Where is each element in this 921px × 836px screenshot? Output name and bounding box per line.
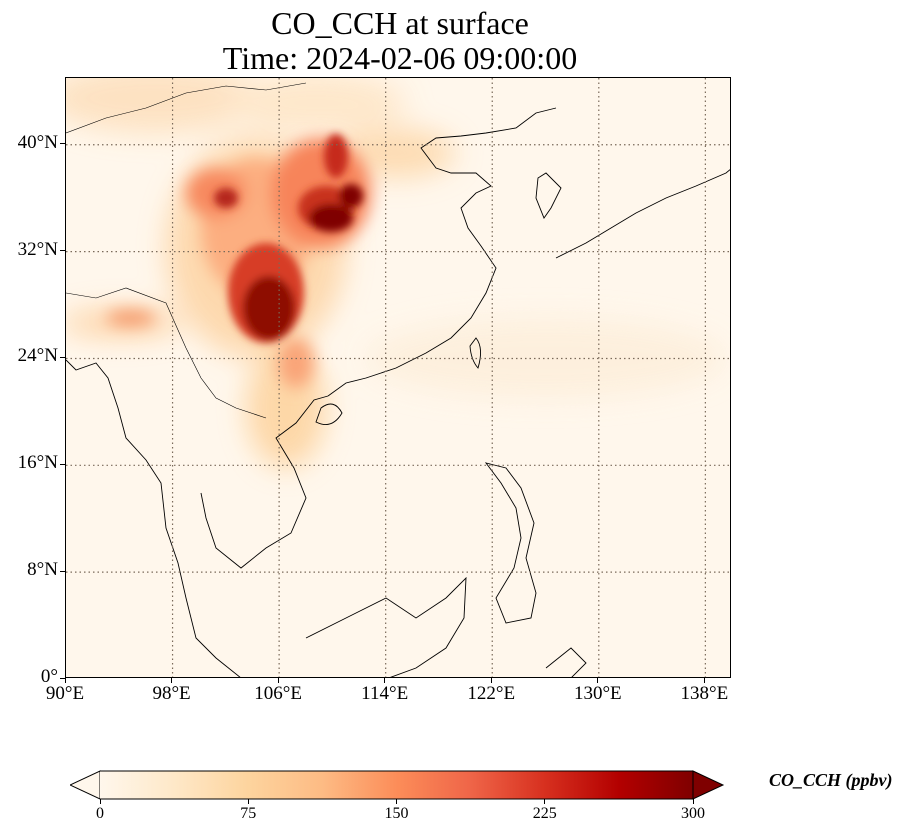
chart-title: CO_CCH at surface [271, 5, 529, 41]
tick-label-lon-106: 106°E [254, 683, 302, 704]
chart-subtitle-time: Time: 2024-02-06 09:00:00 [222, 40, 578, 76]
tick-label-lat-16: 16°N [17, 452, 58, 474]
colorbar-tick-label-225: 225 [532, 805, 557, 822]
colorbar [70, 770, 725, 800]
tick-mark-lat-0 [60, 677, 65, 679]
tick-mark-lat-32 [60, 250, 65, 252]
tick-mark-lon-106 [277, 678, 279, 683]
colorbar-gradient [100, 771, 693, 799]
coast-indochina [200, 395, 329, 569]
colorbar-title: CO_CCH (ppbv) [769, 770, 893, 790]
tick-mark-lon-98 [171, 678, 173, 683]
tick-label-lon-130: 130°E [573, 683, 622, 704]
coastlines [66, 82, 730, 677]
tick-label-lat-32: 32°N [17, 238, 58, 260]
gridlines [66, 78, 730, 677]
hotspot-shanxi-north [324, 134, 348, 178]
coast-myanmar-malaysia [66, 359, 241, 677]
coast-taiwan [469, 337, 481, 369]
colorbar-tick-label-150: 150 [384, 805, 409, 822]
colorbar-tick-mark-0 [99, 799, 101, 804]
tick-label-lon-114: 114°E [361, 683, 409, 704]
tick-label-lat-24: 24°N [17, 345, 58, 367]
tick-mark-lat-24 [60, 356, 65, 358]
tick-mark-lat-8 [60, 570, 65, 572]
colorbar-extend-min [70, 770, 101, 800]
tick-mark-lon-130 [597, 678, 599, 683]
tick-label-lat-0: 0° [40, 666, 58, 687]
coast-hainan [315, 403, 343, 425]
border-mongolia [66, 82, 307, 134]
coast-sulawesi [545, 647, 587, 677]
map-panel [65, 77, 731, 678]
tick-label-lat-8: 8°N [27, 559, 58, 581]
colorbar-tick-mark-225 [544, 799, 546, 804]
tick-mark-lat-40 [60, 143, 65, 145]
colorbar-tick-mark-150 [396, 799, 397, 804]
coast-china [327, 107, 557, 397]
coast-philippines [484, 462, 537, 624]
tick-label-lon-138: 138°E [680, 683, 729, 704]
tick-mark-lon-138 [703, 678, 705, 683]
plume-guangxi [278, 338, 314, 388]
colorbar-tick-label-75: 75 [240, 805, 257, 822]
co-concentration-field [66, 78, 726, 468]
tick-mark-lon-122 [490, 678, 492, 683]
plume-west-pacific [366, 318, 726, 398]
map-canvas [66, 78, 730, 677]
border-china-south [66, 287, 267, 419]
plume-north-tibet [66, 78, 266, 133]
coast-korea [535, 172, 562, 219]
colorbar-tick-label-0: 0 [96, 805, 104, 822]
tick-mark-lon-114 [384, 678, 386, 683]
colorbar-tick-label-300: 300 [681, 805, 705, 822]
colorbar-extend-max [692, 770, 725, 800]
plume-mongolia [226, 78, 406, 133]
hotspot-sichuan-core [243, 276, 295, 340]
coast-japan [555, 169, 730, 259]
colorbar-tick-mark-75 [247, 799, 249, 804]
tick-mark-lon-90 [64, 678, 66, 683]
hotspot-shanxi-core [339, 184, 363, 208]
tick-label-lon-98: 98°E [152, 683, 191, 704]
hotspot-guanzhong-core [309, 204, 353, 232]
tick-label-lon-122: 122°E [467, 683, 516, 704]
coast-borneo [305, 576, 467, 677]
plume-assam-core [106, 310, 156, 326]
tick-mark-lat-16 [60, 463, 65, 465]
tick-label-lat-40: 40°N [17, 131, 58, 153]
hotspot-gansu [214, 188, 238, 208]
tick-label-lon-90: 90°E [45, 683, 85, 704]
plume-north-china-plain [336, 128, 456, 178]
colorbar-tick-mark-300 [692, 799, 694, 804]
